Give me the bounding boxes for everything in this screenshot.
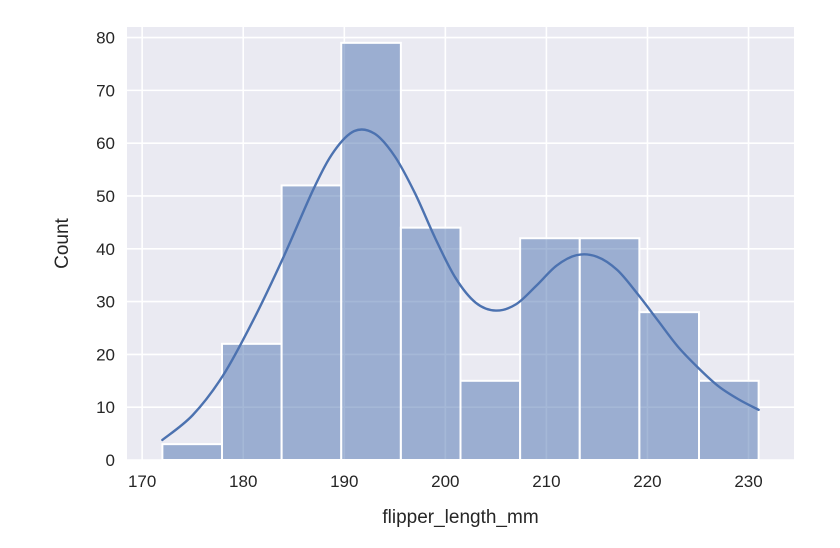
x-tick-label: 230 bbox=[734, 472, 762, 491]
x-tick-label: 170 bbox=[128, 472, 156, 491]
x-tick-label: 180 bbox=[229, 472, 257, 491]
x-tick-label: 190 bbox=[330, 472, 358, 491]
x-tick-label: 210 bbox=[532, 472, 560, 491]
histogram-bar bbox=[459, 379, 522, 462]
histogram-bar bbox=[399, 226, 462, 461]
histogram-bar bbox=[161, 443, 223, 462]
histogram-bar bbox=[698, 379, 760, 462]
histogram-bar bbox=[280, 184, 343, 461]
y-tick-label: 20 bbox=[96, 345, 115, 364]
y-tick-label: 30 bbox=[96, 293, 115, 312]
y-tick-label: 10 bbox=[96, 398, 115, 417]
y-tick-label: 80 bbox=[96, 29, 115, 48]
y-tick-label: 70 bbox=[96, 81, 115, 100]
y-tick-label: 60 bbox=[96, 134, 115, 153]
x-axis-label: flipper_length_mm bbox=[382, 507, 538, 528]
histogram-bar bbox=[519, 237, 581, 461]
y-tick-label: 40 bbox=[96, 240, 115, 259]
y-tick-labels: 0 10 20 30 40 50 60 70 80 bbox=[96, 29, 115, 470]
x-tick-label: 220 bbox=[633, 472, 661, 491]
y-tick-label: 0 bbox=[106, 451, 115, 470]
histogram-bar bbox=[220, 342, 283, 461]
x-tick-labels: 170 180 190 200 210 220 230 bbox=[128, 472, 763, 491]
histogram-bar bbox=[578, 237, 641, 461]
y-axis-label: Count bbox=[52, 217, 73, 268]
kde-curve bbox=[161, 128, 760, 442]
y-tick-label: 50 bbox=[96, 187, 115, 206]
histogram-bar bbox=[340, 41, 402, 462]
x-tick-label: 200 bbox=[431, 472, 459, 491]
